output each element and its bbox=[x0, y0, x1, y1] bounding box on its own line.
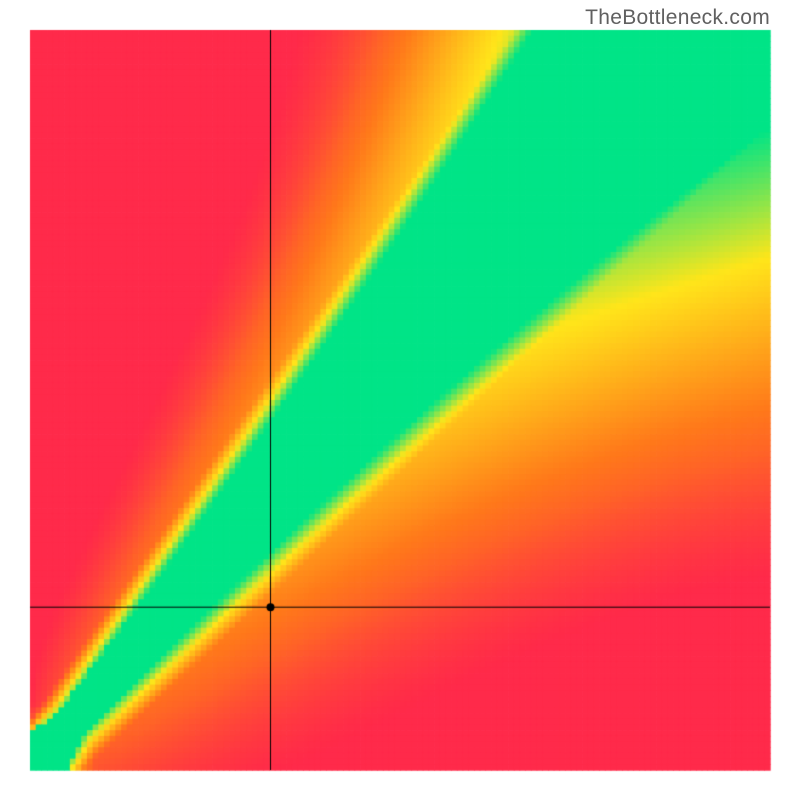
heatmap-canvas bbox=[0, 0, 800, 800]
chart-wrapper: TheBottleneck.com bbox=[0, 0, 800, 800]
